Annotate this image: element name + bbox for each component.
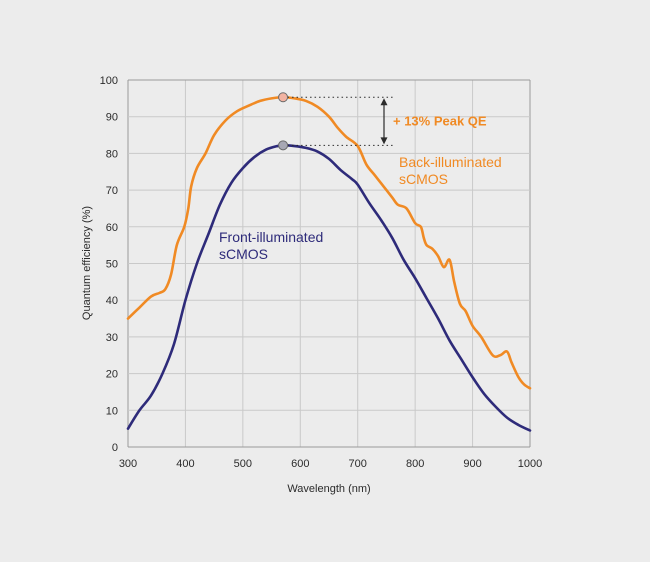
x-tick-label-600: 600: [291, 458, 309, 470]
peak-marker-back: [278, 92, 289, 103]
peak-marker-front: [278, 140, 289, 151]
y-tick-label-60: 60: [106, 222, 118, 234]
peak-arrow-head-down: [380, 137, 388, 145]
grid: [127, 79, 531, 448]
y-tick-label-90: 90: [106, 112, 118, 124]
y-axis-label: Quantum efficiency (%): [81, 206, 93, 320]
front-illuminated-label-line-2: sCMOS: [219, 246, 268, 262]
x-tick-label-400: 400: [176, 458, 194, 470]
x-tick-label-700: 700: [349, 458, 367, 470]
x-tick-label-800: 800: [406, 458, 424, 470]
x-tick-label-300: 300: [119, 458, 137, 470]
x-tick-label-1000: 1000: [518, 458, 542, 470]
series-line-front-illuminated: [126, 144, 532, 432]
y-tick-label-50: 50: [106, 259, 118, 271]
tick-labels: 300 400 500 600 700 800 900 1000 0 10 20 30 40 50 60 70…: [100, 75, 543, 470]
back-illuminated-label-line-1: Back-illuminated: [399, 154, 502, 170]
series-lines: [126, 95, 532, 432]
y-tick-label-30: 30: [106, 332, 118, 344]
y-tick-label-10: 10: [106, 405, 118, 417]
front-illuminated-label-line-1: Front-illuminated: [219, 229, 323, 245]
peak-qe-label: + 13% Peak QE: [393, 113, 487, 128]
y-tick-label-20: 20: [106, 369, 118, 381]
back-illuminated-label-line-2: sCMOS: [399, 171, 448, 187]
y-tick-label-100: 100: [100, 75, 118, 87]
series-line-back-illuminated: [126, 95, 532, 390]
y-tick-label-80: 80: [106, 148, 118, 160]
peak-arrow-head-up: [380, 98, 388, 106]
y-tick-label-70: 70: [106, 185, 118, 197]
x-axis-label: Wavelength (nm): [287, 483, 370, 495]
x-tick-label-500: 500: [234, 458, 252, 470]
y-tick-label-0: 0: [112, 442, 118, 454]
x-tick-label-900: 900: [463, 458, 481, 470]
annotations: + 13% Peak QEBack-illuminatedsCMOSFront-…: [219, 92, 502, 262]
y-tick-label-40: 40: [106, 295, 118, 307]
